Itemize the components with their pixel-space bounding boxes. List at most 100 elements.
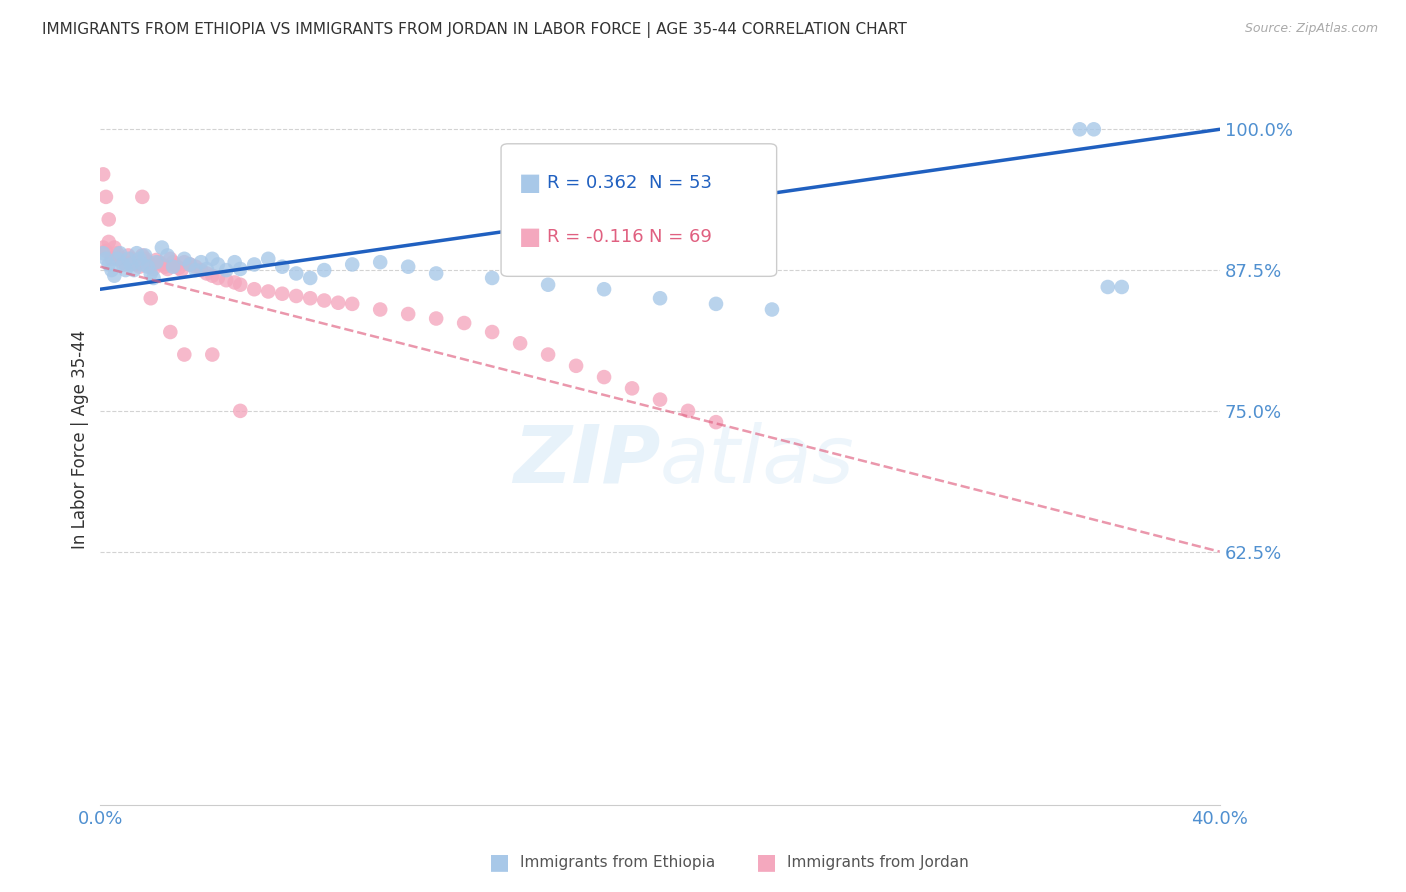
Point <box>131 257 153 271</box>
Point <box>179 257 201 271</box>
Point <box>179 257 201 271</box>
Point <box>97 257 120 271</box>
Point <box>704 297 727 311</box>
Point <box>165 259 187 273</box>
Text: IMMIGRANTS FROM ETHIOPIA VS IMMIGRANTS FROM JORDAN IN LABOR FORCE | AGE 35-44 CO: IMMIGRANTS FROM ETHIOPIA VS IMMIGRANTS F… <box>42 22 907 38</box>
Point <box>593 282 616 296</box>
Point <box>91 241 114 255</box>
Point <box>153 260 176 274</box>
Point <box>150 241 173 255</box>
Point <box>114 263 136 277</box>
Point <box>145 252 167 267</box>
Point <box>271 260 294 274</box>
Point <box>648 392 671 407</box>
Text: Immigrants from Ethiopia: Immigrants from Ethiopia <box>520 855 716 870</box>
Text: ■: ■ <box>756 853 776 872</box>
Point <box>173 252 195 266</box>
Point <box>704 415 727 429</box>
Point <box>120 252 142 266</box>
Point <box>314 293 336 308</box>
Point <box>91 246 114 260</box>
Point <box>108 246 131 260</box>
Point <box>229 404 252 418</box>
Point <box>761 302 783 317</box>
Point <box>537 277 560 292</box>
Y-axis label: In Labor Force | Age 35-44: In Labor Force | Age 35-44 <box>72 329 89 549</box>
Point <box>201 268 224 283</box>
Point <box>257 285 280 299</box>
Point <box>111 257 134 271</box>
Point <box>156 262 179 277</box>
Point <box>299 291 322 305</box>
Point <box>190 263 212 277</box>
Point <box>593 370 616 384</box>
Point <box>314 263 336 277</box>
Point <box>425 267 447 281</box>
Point <box>162 255 184 269</box>
Point <box>136 260 159 274</box>
Point <box>150 257 173 271</box>
Point <box>105 246 128 260</box>
Point <box>621 381 644 395</box>
Point <box>229 277 252 292</box>
Point <box>122 255 145 269</box>
Point <box>184 260 207 274</box>
Point <box>195 267 218 281</box>
Text: ■: ■ <box>519 226 541 249</box>
Text: Source: ZipAtlas.com: Source: ZipAtlas.com <box>1244 22 1378 36</box>
Point <box>396 260 419 274</box>
Point <box>134 248 156 262</box>
Point <box>243 282 266 296</box>
Point <box>148 255 170 269</box>
Point <box>159 252 181 266</box>
Point <box>368 302 391 317</box>
Point <box>142 271 165 285</box>
Point <box>103 268 125 283</box>
Point <box>215 263 238 277</box>
Point <box>97 235 120 249</box>
Point <box>207 257 229 271</box>
Point <box>565 359 588 373</box>
Point <box>136 255 159 269</box>
Point <box>271 286 294 301</box>
Point <box>299 271 322 285</box>
Point <box>128 260 150 274</box>
Point <box>131 190 153 204</box>
Point <box>229 262 252 277</box>
Point <box>1069 122 1091 136</box>
Point <box>285 267 308 281</box>
Point <box>114 257 136 271</box>
Point <box>184 263 207 277</box>
Point <box>342 257 364 271</box>
Point <box>342 297 364 311</box>
Point <box>1111 280 1133 294</box>
Point <box>128 252 150 266</box>
Point <box>125 246 148 260</box>
Point <box>120 257 142 271</box>
Point <box>100 252 122 266</box>
Point <box>201 347 224 361</box>
Point <box>117 252 139 266</box>
Point <box>224 276 246 290</box>
Point <box>243 257 266 271</box>
Point <box>207 271 229 285</box>
Point <box>396 307 419 321</box>
Point <box>142 262 165 277</box>
Text: N = 69: N = 69 <box>648 228 711 246</box>
Point <box>125 257 148 271</box>
Point <box>117 248 139 262</box>
Point <box>167 260 190 275</box>
Point <box>122 263 145 277</box>
Point <box>425 311 447 326</box>
Point <box>91 167 114 181</box>
Point <box>156 248 179 262</box>
Point <box>108 251 131 265</box>
Point <box>195 262 218 277</box>
Point <box>131 248 153 262</box>
Text: Immigrants from Jordan: Immigrants from Jordan <box>787 855 969 870</box>
Point <box>537 347 560 361</box>
Point <box>94 190 117 204</box>
Point <box>103 241 125 255</box>
Point <box>170 263 193 277</box>
Point <box>139 291 162 305</box>
